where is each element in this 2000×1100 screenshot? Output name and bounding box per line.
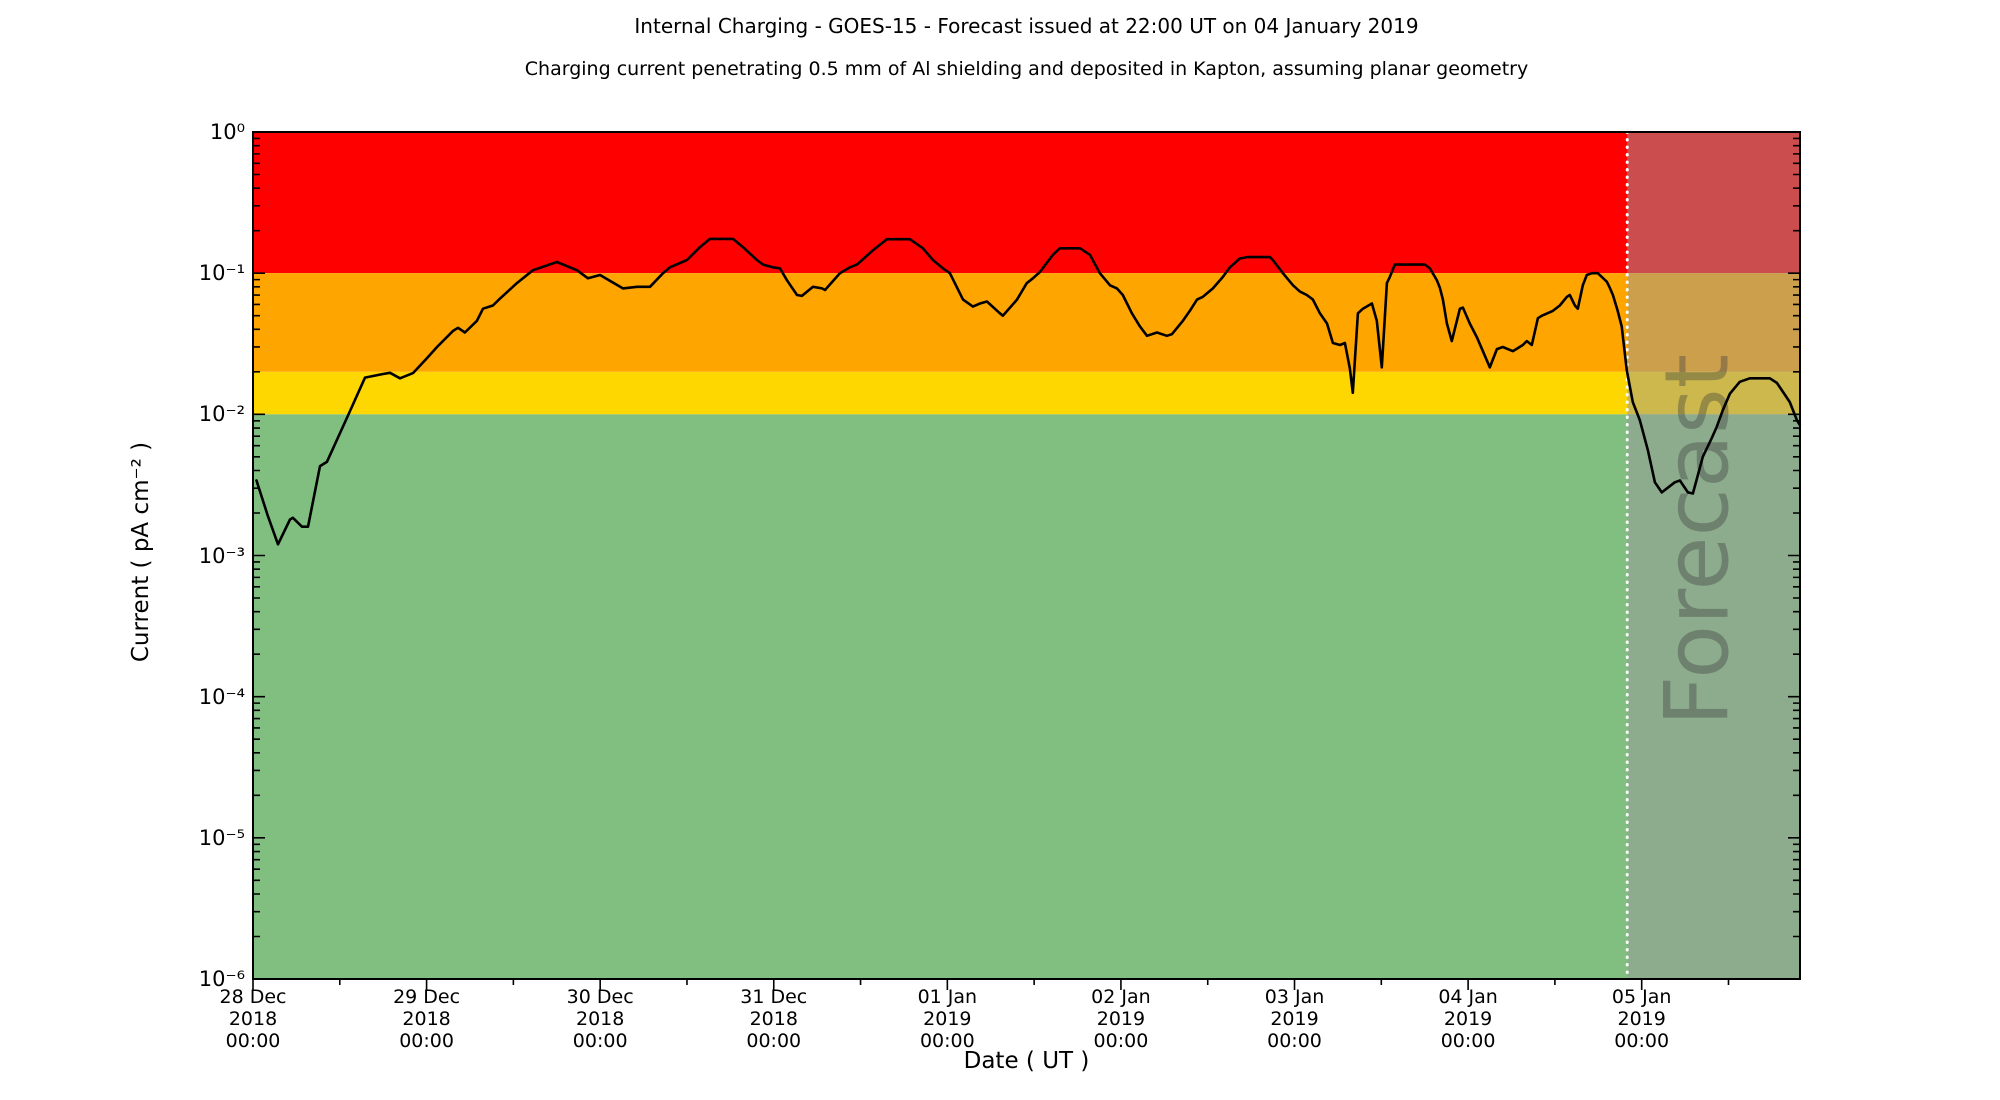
band-yellow-alert [253, 371, 1800, 415]
y-tick-label: 10⁻¹ [198, 261, 245, 286]
x-tick-label: 01 Jan 2019 00:00 [917, 986, 978, 1052]
tick-marks [252, 131, 1799, 990]
charging-current-line [255, 237, 1802, 546]
y-tick-label: 10⁻³ [198, 543, 245, 568]
x-tick-label: 30 Dec 2018 00:00 [566, 986, 634, 1052]
band-orange-alert [253, 273, 1800, 372]
y-tick-label: 10⁻² [198, 402, 245, 427]
chart-subtitle: Charging current penetrating 0.5 mm of A… [524, 58, 1529, 80]
forecast-overlay [1627, 132, 1800, 979]
x-tick-label: 03 Jan 2019 00:00 [1264, 986, 1325, 1052]
y-tick-label: 10⁻⁵ [198, 825, 245, 850]
x-tick-label: 02 Jan 2019 00:00 [1091, 986, 1151, 1052]
x-tick-label: 04 Jan 2019 00:00 [1438, 986, 1498, 1052]
band-red-alert [253, 132, 1800, 274]
y-tick-label: 10⁻⁴ [198, 684, 245, 709]
alert-bands [253, 132, 1800, 979]
plot-spines [252, 131, 1801, 980]
forecast-watermark: Forecast [1646, 354, 1749, 726]
band-green-quiet [253, 414, 1800, 979]
x-axis-label: Date ( UT ) [963, 1048, 1090, 1074]
x-tick-label: 28 Dec 2018 00:00 [219, 986, 287, 1052]
x-tick-label: 31 Dec 2018 00:00 [740, 986, 808, 1052]
axis-ticks [252, 131, 1799, 990]
chart-title: Internal Charging - GOES-15 - Forecast i… [634, 14, 1419, 38]
x-tick-label: 05 Jan 2019 00:00 [1611, 986, 1672, 1052]
y-tick-label: 10⁰ [209, 120, 245, 144]
x-tick-label: 29 Dec 2018 00:00 [393, 986, 461, 1052]
y-tick-label: 10⁻⁶ [198, 967, 245, 991]
